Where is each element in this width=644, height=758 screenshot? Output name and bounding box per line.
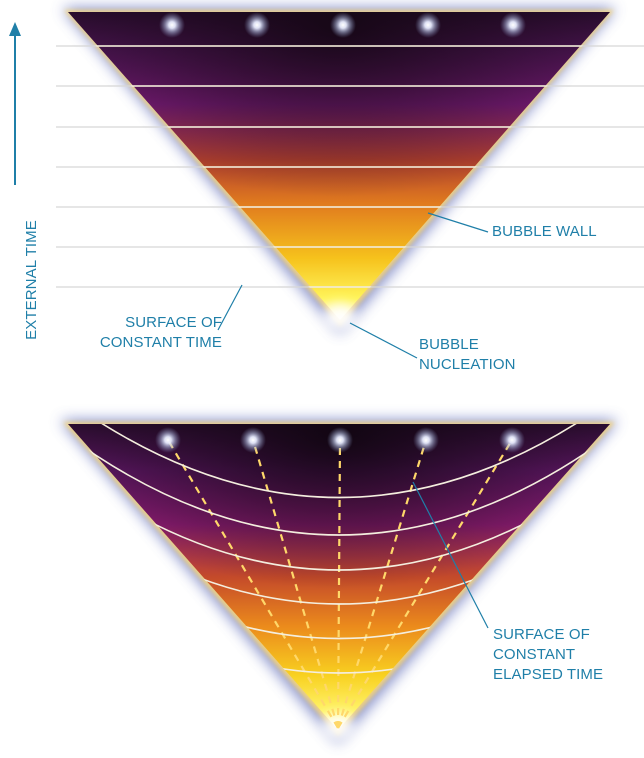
bottom-bubble-diagram	[60, 420, 618, 744]
label-line: BUBBLE	[419, 336, 479, 353]
galaxy-icon	[500, 12, 526, 38]
top-nucleation-glow	[322, 304, 358, 332]
label-line: CONSTANT	[493, 646, 576, 663]
label-line: ELAPSED TIME	[493, 666, 604, 683]
label-line: SURFACE OF	[493, 626, 590, 643]
worldline	[167, 439, 339, 729]
worldline	[336, 439, 342, 729]
worldline	[336, 439, 428, 729]
bubble-nucleation-leader	[349, 322, 418, 359]
galaxy-icon	[155, 427, 181, 453]
label-line: NUCLEATION	[419, 356, 516, 373]
bubble-wall-leader	[427, 212, 489, 233]
label-line: SURFACE OF	[125, 314, 222, 331]
top-bubble-shading	[68, 12, 610, 320]
arrow-up-icon	[9, 22, 21, 36]
external-time-axis-label: EXTERNAL TIME	[23, 220, 40, 340]
surface-constant-time-leader	[217, 284, 243, 331]
elapsed-time-curve	[66, 424, 612, 499]
galaxy-worldlines	[167, 439, 513, 729]
worldline	[337, 439, 513, 729]
galaxy-icon	[415, 12, 441, 38]
worldline	[251, 439, 340, 729]
bottom-galaxies	[155, 427, 525, 453]
galaxy-icon	[413, 427, 439, 453]
galaxy-icon	[240, 427, 266, 453]
surface-constant-time-label: SURFACE OF CONSTANT TIME	[70, 313, 222, 353]
top-galaxies	[159, 12, 526, 38]
galaxy-icon	[244, 12, 270, 38]
top-bubble-diagram	[62, 8, 616, 334]
galaxy-icon	[499, 427, 525, 453]
surface-constant-elapsed-time-label: SURFACE OF CONSTANT ELAPSED TIME	[493, 625, 603, 685]
galaxy-icon	[327, 427, 353, 453]
label-line: CONSTANT TIME	[99, 334, 222, 351]
bubble-wall-label: BUBBLE WALL	[492, 223, 597, 240]
galaxy-icon	[159, 12, 185, 38]
galaxy-icon	[330, 12, 356, 38]
elapsed-time-curve	[66, 429, 612, 536]
external-time-arrow	[9, 22, 21, 185]
bubble-nucleation-label: BUBBLE NUCLEATION	[419, 335, 516, 375]
surface-constant-elapsed-time-leader	[412, 481, 489, 629]
